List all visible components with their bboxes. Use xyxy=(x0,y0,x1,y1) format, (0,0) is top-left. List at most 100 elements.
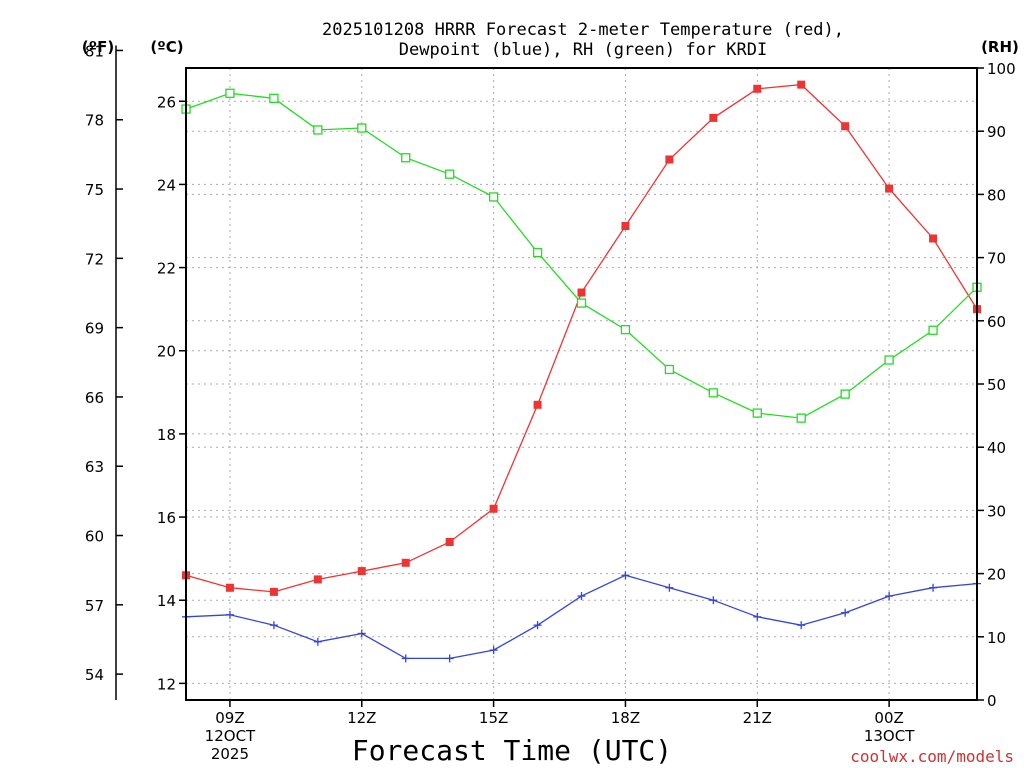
data-point-dewpoint xyxy=(533,621,542,630)
data-point-dewpoint xyxy=(841,608,850,617)
data-point-dewpoint xyxy=(709,596,718,605)
data-point-temperature xyxy=(709,113,718,122)
data-point-temperature xyxy=(445,538,454,546)
series-markers-temperature xyxy=(182,80,981,596)
data-point-temperature xyxy=(841,122,850,131)
data-point-temperature xyxy=(225,583,234,592)
data-point-temperature xyxy=(929,234,938,243)
x-tick-label: 09Z xyxy=(215,709,244,727)
rh-tick-label: 100 xyxy=(987,60,1016,78)
axes xyxy=(115,45,984,707)
data-point-temperature xyxy=(885,184,894,193)
celsius-tick-label: 18 xyxy=(157,426,176,444)
data-point-rh xyxy=(532,247,543,258)
data-point-rh xyxy=(752,408,762,418)
rh-tick-label: 40 xyxy=(987,439,1006,457)
rh-tick-label: 80 xyxy=(987,186,1006,204)
data-point-dewpoint xyxy=(225,610,234,619)
x-tick-label: 15Z xyxy=(479,709,508,727)
data-point-rh xyxy=(445,169,455,179)
data-point-dewpoint xyxy=(929,583,938,592)
fahrenheit-tick-label: 69 xyxy=(85,320,104,338)
series-markers-rh xyxy=(181,88,982,423)
x-axis-label: Forecast Time (UTC) xyxy=(352,734,672,767)
data-point-rh xyxy=(928,325,938,335)
data-point-temperature xyxy=(577,288,586,297)
x-tick-label: 18Z xyxy=(611,709,640,727)
fahrenheit-tick-label: 66 xyxy=(85,389,104,407)
data-point-dewpoint xyxy=(357,629,366,638)
series-line-dewpoint xyxy=(185,574,978,660)
data-point-rh xyxy=(708,388,718,398)
celsius-tick-label: 26 xyxy=(157,93,176,111)
celsius-unit-label: (ºC) xyxy=(150,38,183,56)
chart-title-line1: 2025101208 HRRR Forecast 2-meter Tempera… xyxy=(322,20,844,40)
celsius-tick-label: 12 xyxy=(157,675,176,693)
data-point-rh xyxy=(796,413,806,423)
fahrenheit-tick-label: 54 xyxy=(85,666,104,684)
data-point-dewpoint xyxy=(445,654,454,663)
x-tick-date: 13OCT xyxy=(864,727,915,745)
x-tick-label: 12Z xyxy=(347,709,376,727)
data-point-rh xyxy=(401,153,411,163)
series-line-temperature xyxy=(185,83,978,593)
fahrenheit-tick-label: 72 xyxy=(85,250,104,268)
data-point-dewpoint xyxy=(269,621,278,630)
credit-text: coolwx.com/models xyxy=(850,747,1014,766)
data-point-temperature xyxy=(665,155,674,164)
x-tick-label: 21Z xyxy=(743,709,772,727)
celsius-tick-label: 22 xyxy=(157,260,176,278)
data-point-rh xyxy=(620,324,631,335)
fahrenheit-tick-label: 63 xyxy=(85,458,104,476)
x-tick-label: 00Z xyxy=(874,709,903,727)
data-point-rh xyxy=(884,355,894,365)
data-point-rh xyxy=(488,192,499,202)
rh-tick-label: 60 xyxy=(987,313,1006,331)
chart-title-line2: Dewpoint (blue), RH (green) for KRDI xyxy=(399,40,767,60)
data-point-temperature xyxy=(269,587,278,596)
plot-frame xyxy=(185,67,978,701)
fahrenheit-unit-label: (ºF) xyxy=(82,38,114,56)
rh-tick-label: 70 xyxy=(987,250,1006,268)
celsius-tick-label: 14 xyxy=(157,592,176,610)
fahrenheit-tick-label: 78 xyxy=(85,112,104,130)
data-point-rh xyxy=(664,364,675,375)
data-point-dewpoint xyxy=(885,592,894,601)
data-point-rh xyxy=(576,298,587,308)
rh-tick-label: 50 xyxy=(987,376,1006,394)
rh-unit-label: (RH) xyxy=(981,38,1019,56)
fahrenheit-tick-label: 60 xyxy=(85,528,104,546)
fahrenheit-tick-label: 75 xyxy=(85,181,104,199)
data-point-dewpoint xyxy=(797,621,806,630)
data-series xyxy=(181,80,982,663)
rh-tick-label: 90 xyxy=(987,123,1006,141)
data-point-dewpoint xyxy=(489,646,498,655)
data-point-temperature xyxy=(621,222,630,230)
data-point-rh xyxy=(357,123,367,133)
series-line-rh xyxy=(185,92,978,419)
data-point-temperature xyxy=(797,80,806,89)
x-tick-year: 2025 xyxy=(211,745,249,763)
x-tick-date: 12OCT xyxy=(205,727,256,745)
data-point-rh xyxy=(269,93,279,103)
data-point-dewpoint xyxy=(665,583,674,592)
data-point-rh xyxy=(313,125,323,135)
data-point-dewpoint xyxy=(401,654,410,663)
celsius-tick-label: 24 xyxy=(157,176,176,194)
data-point-dewpoint xyxy=(577,592,586,601)
data-point-temperature xyxy=(489,504,498,513)
data-point-rh xyxy=(225,88,235,98)
data-point-dewpoint xyxy=(313,637,322,646)
fahrenheit-tick-label: 57 xyxy=(85,597,104,615)
rh-tick-label: 20 xyxy=(987,566,1006,584)
data-point-rh xyxy=(840,389,850,399)
celsius-tick-label: 20 xyxy=(157,343,176,361)
fahrenheit-tick-label: 81 xyxy=(85,42,104,60)
rh-tick-label: 0 xyxy=(987,692,997,710)
data-point-temperature xyxy=(753,84,762,93)
data-point-dewpoint xyxy=(621,571,630,580)
data-point-dewpoint xyxy=(753,612,762,621)
data-point-temperature xyxy=(533,400,542,409)
